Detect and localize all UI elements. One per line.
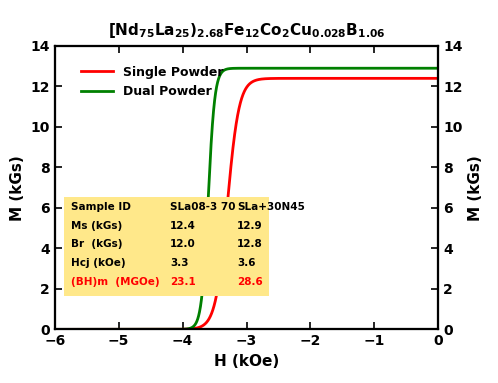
FancyBboxPatch shape: [64, 197, 269, 296]
Text: 12.9: 12.9: [237, 221, 262, 231]
Single Powder: [301, 76, 307, 81]
Line: Single Powder: Single Powder: [55, 79, 438, 329]
Dual Powder: [327, 66, 333, 70]
Single Powder: [338, 76, 344, 81]
Single Powder: [198, 324, 204, 329]
Text: Sample ID: Sample ID: [71, 202, 130, 212]
Title: $\mathbf{[Nd_{75}La_{25})_{2.68}Fe_{12}Co_2Cu_{0.028}B_{1.06}}$: $\mathbf{[Nd_{75}La_{25})_{2.68}Fe_{12}C…: [108, 21, 385, 40]
Single Powder: [282, 76, 288, 81]
Y-axis label: M (kGs): M (kGs): [10, 155, 25, 221]
Single Powder: [435, 76, 441, 81]
Y-axis label: M (kGs): M (kGs): [468, 155, 483, 221]
Text: 23.1: 23.1: [170, 277, 196, 287]
Text: SLa08-3 70: SLa08-3 70: [170, 202, 236, 212]
Dual Powder: [198, 298, 204, 303]
Single Powder: [433, 76, 439, 81]
Line: Dual Powder: Dual Powder: [55, 68, 438, 329]
Text: 28.6: 28.6: [237, 277, 262, 287]
Dual Powder: [282, 66, 288, 70]
Dual Powder: [435, 66, 441, 70]
Dual Powder: [338, 66, 344, 70]
Dual Powder: [52, 327, 58, 332]
Dual Powder: [301, 66, 307, 70]
Single Powder: [52, 327, 58, 332]
X-axis label: H (kOe): H (kOe): [214, 354, 279, 369]
Text: Br  (kGs): Br (kGs): [71, 239, 122, 249]
Text: 3.3: 3.3: [170, 258, 188, 268]
Text: SLa+30N45: SLa+30N45: [237, 202, 305, 212]
Text: (BH)m  (MGOe): (BH)m (MGOe): [71, 277, 159, 287]
Text: 3.6: 3.6: [237, 258, 255, 268]
Single Powder: [122, 327, 127, 332]
Dual Powder: [367, 66, 373, 70]
Single Powder: [367, 76, 373, 81]
Text: 12.4: 12.4: [170, 221, 196, 231]
Text: 12.8: 12.8: [237, 239, 262, 249]
Text: 12.0: 12.0: [170, 239, 196, 249]
Legend: Single Powder, Dual Powder: Single Powder, Dual Powder: [76, 61, 228, 103]
Text: Hcj (kOe): Hcj (kOe): [71, 258, 125, 268]
Text: Ms (kGs): Ms (kGs): [71, 221, 122, 231]
Dual Powder: [122, 327, 127, 332]
